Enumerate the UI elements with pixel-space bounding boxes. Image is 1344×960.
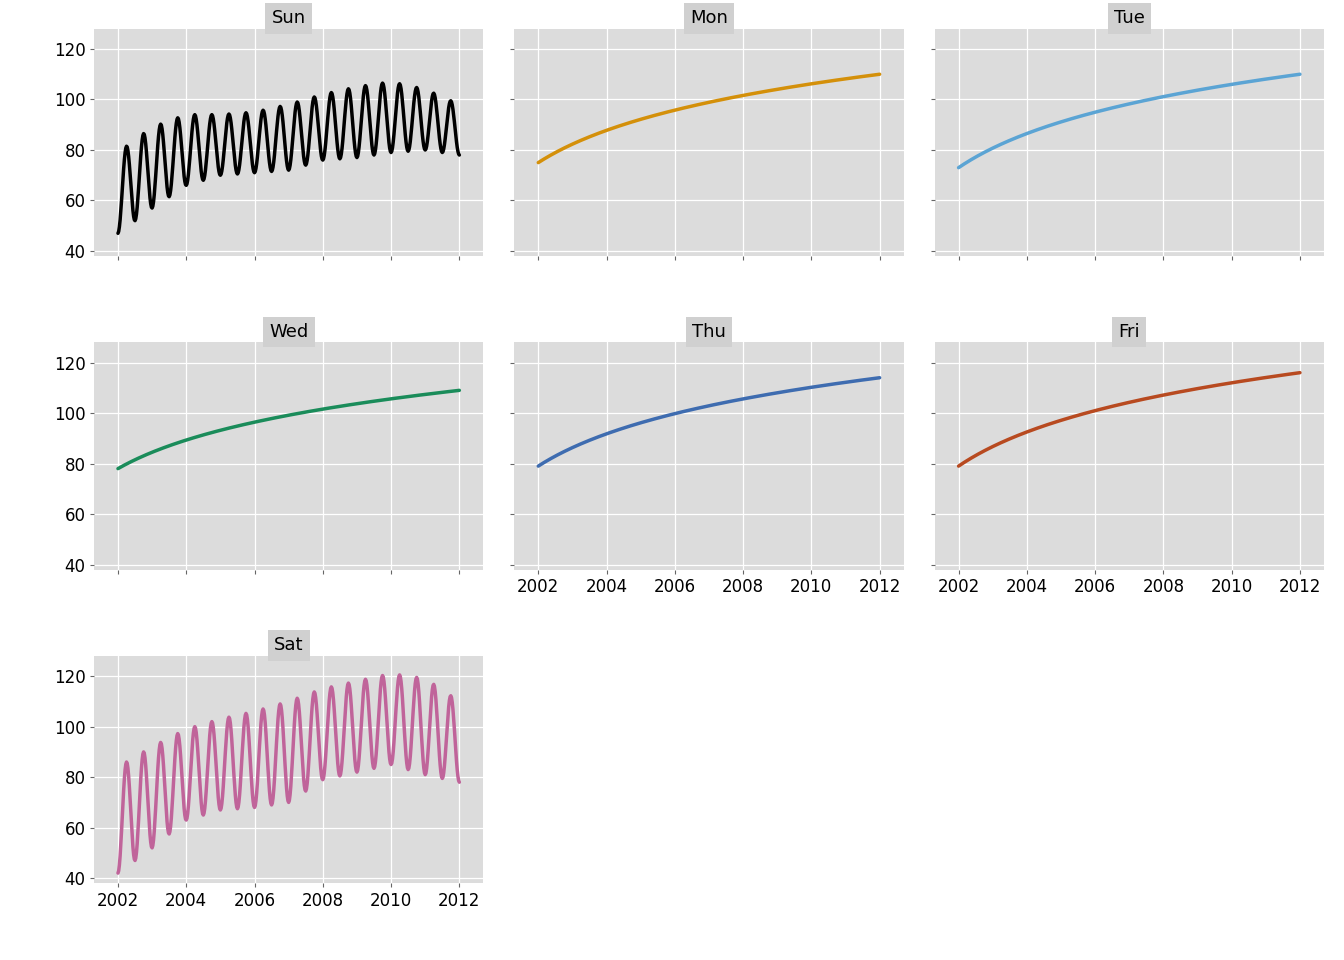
Title: Sat: Sat [274, 636, 304, 655]
Title: Sun: Sun [271, 10, 305, 27]
Title: Tue: Tue [1114, 10, 1145, 27]
Title: Fri: Fri [1118, 323, 1140, 341]
Title: Mon: Mon [689, 10, 728, 27]
Title: Thu: Thu [692, 323, 726, 341]
Title: Wed: Wed [269, 323, 308, 341]
